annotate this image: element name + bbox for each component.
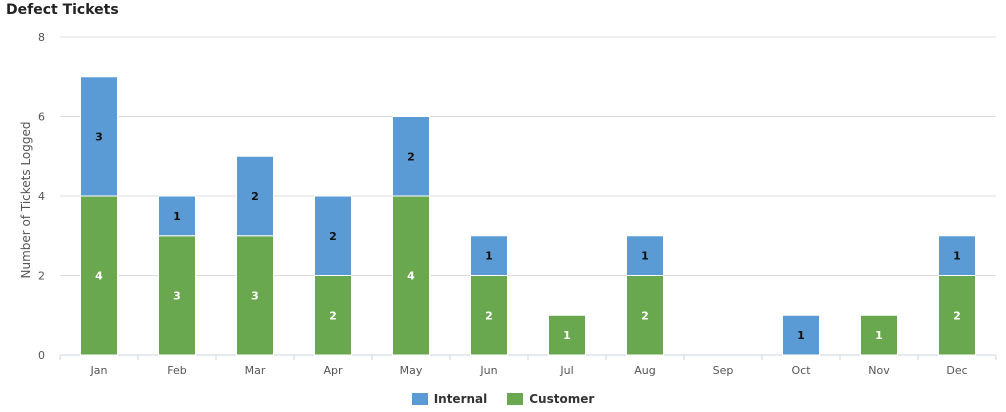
data-label: 3 xyxy=(173,289,181,302)
y-tick-label: 6 xyxy=(38,111,45,124)
data-label: 2 xyxy=(329,309,337,322)
data-label: 1 xyxy=(953,250,961,263)
bar-customer-jul xyxy=(548,314,586,356)
y-tick-label: 4 xyxy=(38,190,45,203)
x-tick-label: Sep xyxy=(713,364,734,377)
data-label: 1 xyxy=(173,210,181,223)
bar-customer-feb xyxy=(158,235,196,356)
data-label: 2 xyxy=(251,190,259,203)
x-tick-label: Mar xyxy=(245,364,266,377)
bar-internal-apr xyxy=(314,195,352,276)
data-label: 1 xyxy=(875,329,883,342)
legend-swatch-customer xyxy=(507,393,524,405)
bar-customer-may xyxy=(392,195,430,356)
bar-internal-oct xyxy=(782,314,820,356)
bar-customer-nov xyxy=(860,314,898,356)
x-tick-label: Jan xyxy=(90,364,108,377)
chart-title: Defect Tickets xyxy=(6,2,119,18)
data-label: 4 xyxy=(95,270,103,283)
bar-customer-apr xyxy=(314,275,352,356)
data-label: 1 xyxy=(485,250,493,263)
data-label: 1 xyxy=(797,329,805,342)
x-tick-label: Aug xyxy=(634,364,655,377)
y-tick-label: 2 xyxy=(38,270,45,283)
x-tick-label: Feb xyxy=(167,364,186,377)
data-label: 2 xyxy=(953,309,961,322)
legend-label-internal: Internal xyxy=(433,392,488,406)
bar-internal-dec xyxy=(938,235,976,276)
bar-internal-mar xyxy=(236,155,274,237)
bar-customer-dec xyxy=(938,275,976,356)
x-tick-label: Apr xyxy=(323,364,343,377)
bar-internal-feb xyxy=(158,195,196,237)
x-tick-label: Jun xyxy=(479,364,497,377)
bar-customer-jun xyxy=(470,275,508,356)
legend-item-customer[interactable]: Customer xyxy=(507,392,594,406)
data-label: 3 xyxy=(95,130,103,143)
bar-internal-aug xyxy=(626,235,664,276)
data-label: 2 xyxy=(641,309,649,322)
data-label: 2 xyxy=(329,230,337,243)
data-label: 4 xyxy=(407,270,415,283)
data-label: 1 xyxy=(641,250,649,263)
x-tick-label: Dec xyxy=(946,364,967,377)
x-tick-label: Oct xyxy=(791,364,811,377)
data-label: 3 xyxy=(251,289,259,302)
data-label: 1 xyxy=(563,329,571,342)
legend-swatch-internal xyxy=(411,393,428,405)
x-tick-label: Jul xyxy=(559,364,573,377)
y-tick-label: 8 xyxy=(38,31,45,44)
stacked-bar-chart: 0 2 4 6 8 Number of Tickets Logged Jan Feb Mar Ap… xyxy=(19,31,997,377)
bar-customer-jan xyxy=(80,195,118,356)
bar-customer-aug xyxy=(626,275,664,356)
y-tick-label: 0 xyxy=(38,349,45,362)
x-tick-label: May xyxy=(400,364,423,377)
data-label: 2 xyxy=(407,150,415,163)
bar-internal-jun xyxy=(470,235,508,276)
bar-internal-may xyxy=(392,116,430,197)
bar-internal-jan xyxy=(80,76,118,197)
y-axis-title: Number of Tickets Logged xyxy=(19,121,33,278)
legend-item-internal[interactable]: Internal xyxy=(411,392,488,406)
legend-label-customer: Customer xyxy=(529,392,595,406)
data-label: 2 xyxy=(485,309,493,322)
x-tick-label: Nov xyxy=(868,364,890,377)
chart-legend: Internal Customer xyxy=(0,392,1006,406)
